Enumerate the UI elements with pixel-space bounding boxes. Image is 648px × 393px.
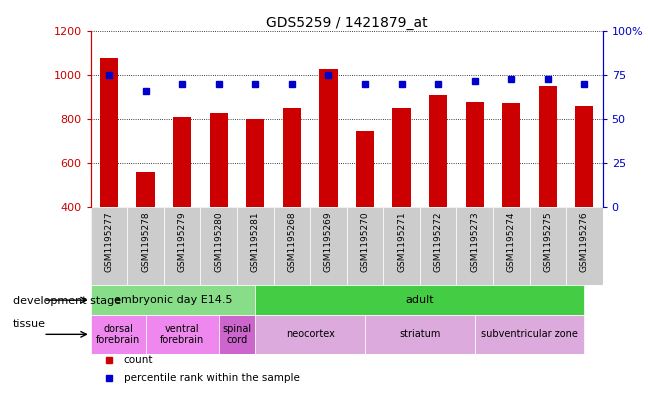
Bar [310,208,347,285]
Bar [456,208,493,285]
Bar [246,119,264,208]
Bar [255,285,584,315]
Text: ventral
forebrain: ventral forebrain [160,323,204,345]
Bar [347,208,383,285]
Text: GSM1195274: GSM1195274 [507,211,516,272]
Bar [91,208,127,285]
Text: subventricular zone: subventricular zone [481,329,578,339]
Bar [566,208,603,285]
Bar [538,86,557,208]
Bar [356,132,374,208]
Bar [255,315,365,354]
Text: GSM1195279: GSM1195279 [178,211,187,272]
Bar [465,102,484,208]
Text: neocortex: neocortex [286,329,334,339]
Bar [383,208,420,285]
Bar [91,285,255,315]
Text: GSM1195275: GSM1195275 [543,211,552,272]
Text: GSM1195281: GSM1195281 [251,211,260,272]
Bar [173,117,191,208]
Title: GDS5259 / 1421879_at: GDS5259 / 1421879_at [266,17,428,30]
Text: GSM1195280: GSM1195280 [214,211,223,272]
Text: adult: adult [406,295,434,305]
Text: GSM1195272: GSM1195272 [434,211,443,272]
Bar [273,208,310,285]
Bar [493,208,529,285]
Bar [502,103,520,208]
Bar [137,172,155,208]
Bar [429,95,447,208]
Text: GSM1195270: GSM1195270 [360,211,369,272]
Bar [283,108,301,208]
Bar [127,208,164,285]
Text: striatum: striatum [399,329,441,339]
Text: GSM1195277: GSM1195277 [104,211,113,272]
Text: GSM1195271: GSM1195271 [397,211,406,272]
Bar [209,113,228,208]
Bar [164,208,200,285]
Bar [237,208,273,285]
Bar [474,315,584,354]
Text: count: count [124,354,153,364]
Text: GSM1195273: GSM1195273 [470,211,479,272]
Text: GSM1195269: GSM1195269 [324,211,333,272]
Text: GSM1195268: GSM1195268 [287,211,296,272]
Bar [319,69,338,208]
Text: development stage: development stage [13,296,121,306]
Bar [218,315,255,354]
Text: tissue: tissue [13,319,46,329]
Bar [100,58,118,208]
Bar [575,106,594,208]
Text: spinal
cord: spinal cord [222,323,251,345]
Text: GSM1195278: GSM1195278 [141,211,150,272]
Text: percentile rank within the sample: percentile rank within the sample [124,373,299,383]
Bar [529,208,566,285]
Text: GSM1195276: GSM1195276 [580,211,589,272]
Bar [393,108,411,208]
Bar [420,208,456,285]
Bar [146,315,218,354]
Text: embryonic day E14.5: embryonic day E14.5 [114,295,232,305]
Bar [200,208,237,285]
Bar [91,315,146,354]
Bar [365,315,474,354]
Text: dorsal
forebrain: dorsal forebrain [96,323,140,345]
